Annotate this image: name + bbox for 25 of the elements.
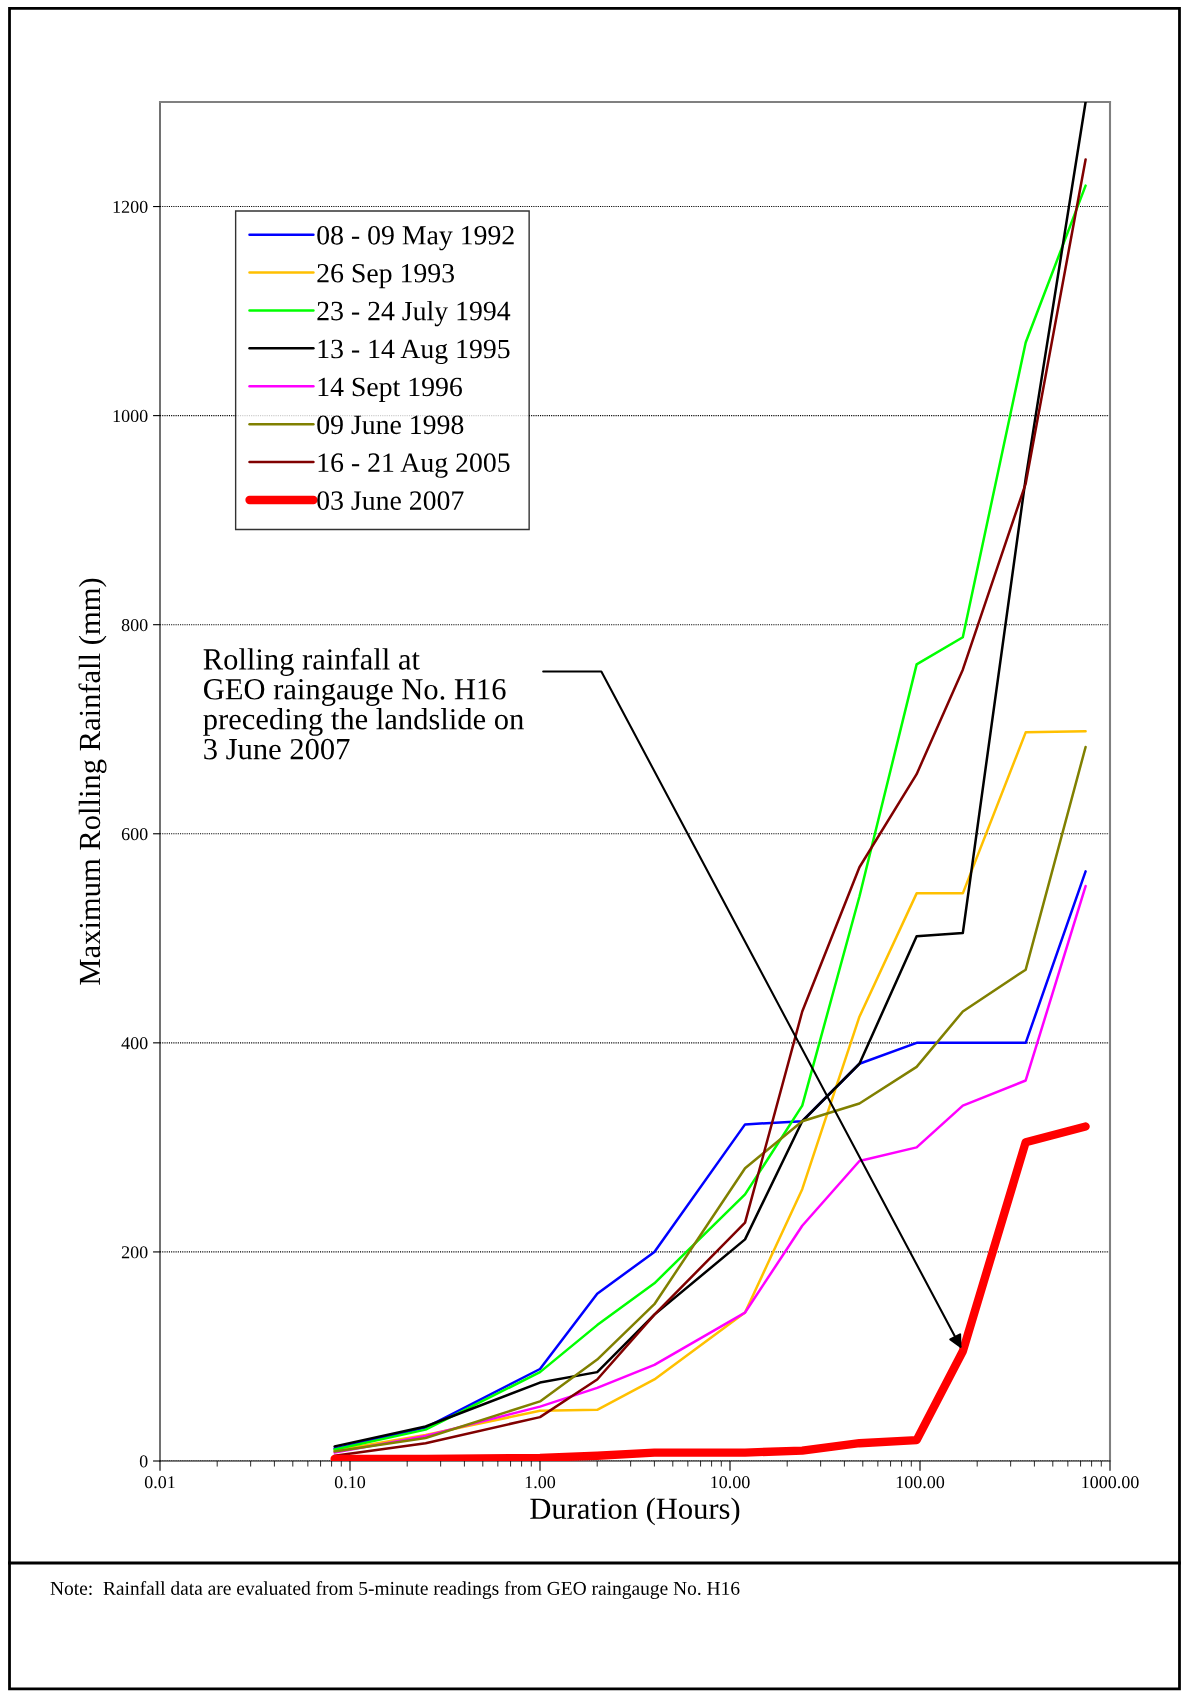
y-tick-label: 1000 [113, 409, 148, 423]
y-tick-label: 0 [139, 1455, 148, 1468]
legend-label: 14 Sept 1996 [318, 377, 462, 402]
x-tick-label: 0.10 [334, 1476, 366, 1489]
y-axis-title: Maximum Rolling Rainfall (mm) [78, 578, 107, 985]
x-axis-title: Duration (Hours) [530, 1497, 740, 1526]
y-tick-label: 400 [121, 1037, 148, 1050]
legend-label: 23 - 24 July 1994 [317, 300, 511, 327]
y-tick-label: 800 [121, 618, 148, 632]
legend-label: 16 - 21 Aug 2005 [318, 453, 510, 478]
text: Note: Rainfall data are evaluated from 5-minute readings from GEO raingauge No. H16 [50, 1581, 740, 1599]
y-tick-label: 600 [121, 828, 148, 841]
y-tick-label: 200 [121, 1246, 148, 1259]
legend-label: 13 - 14 Aug 1995 [318, 339, 510, 365]
x-tick-label: 100.00 [896, 1476, 945, 1489]
legend-label: 09 June 1998 [317, 415, 464, 435]
x-tick-label: 0.01 [144, 1476, 175, 1489]
x-tick-label: 1.00 [525, 1476, 556, 1489]
legend-label: 26 Sep 1993 [317, 263, 454, 289]
legend-label: 03 June 2007 [317, 491, 464, 510]
y-tick-label: 1200 [113, 200, 148, 213]
legend-label: 08 - 09 May 1992 [317, 225, 514, 251]
x-tick-label: 1000.00 [1082, 1476, 1139, 1489]
x-tick-label: 10.00 [711, 1476, 750, 1489]
annotation: Rolling rainfall at GEO raingauge No. H16 preceding the landslide on 3 June 2007 [203, 647, 524, 760]
